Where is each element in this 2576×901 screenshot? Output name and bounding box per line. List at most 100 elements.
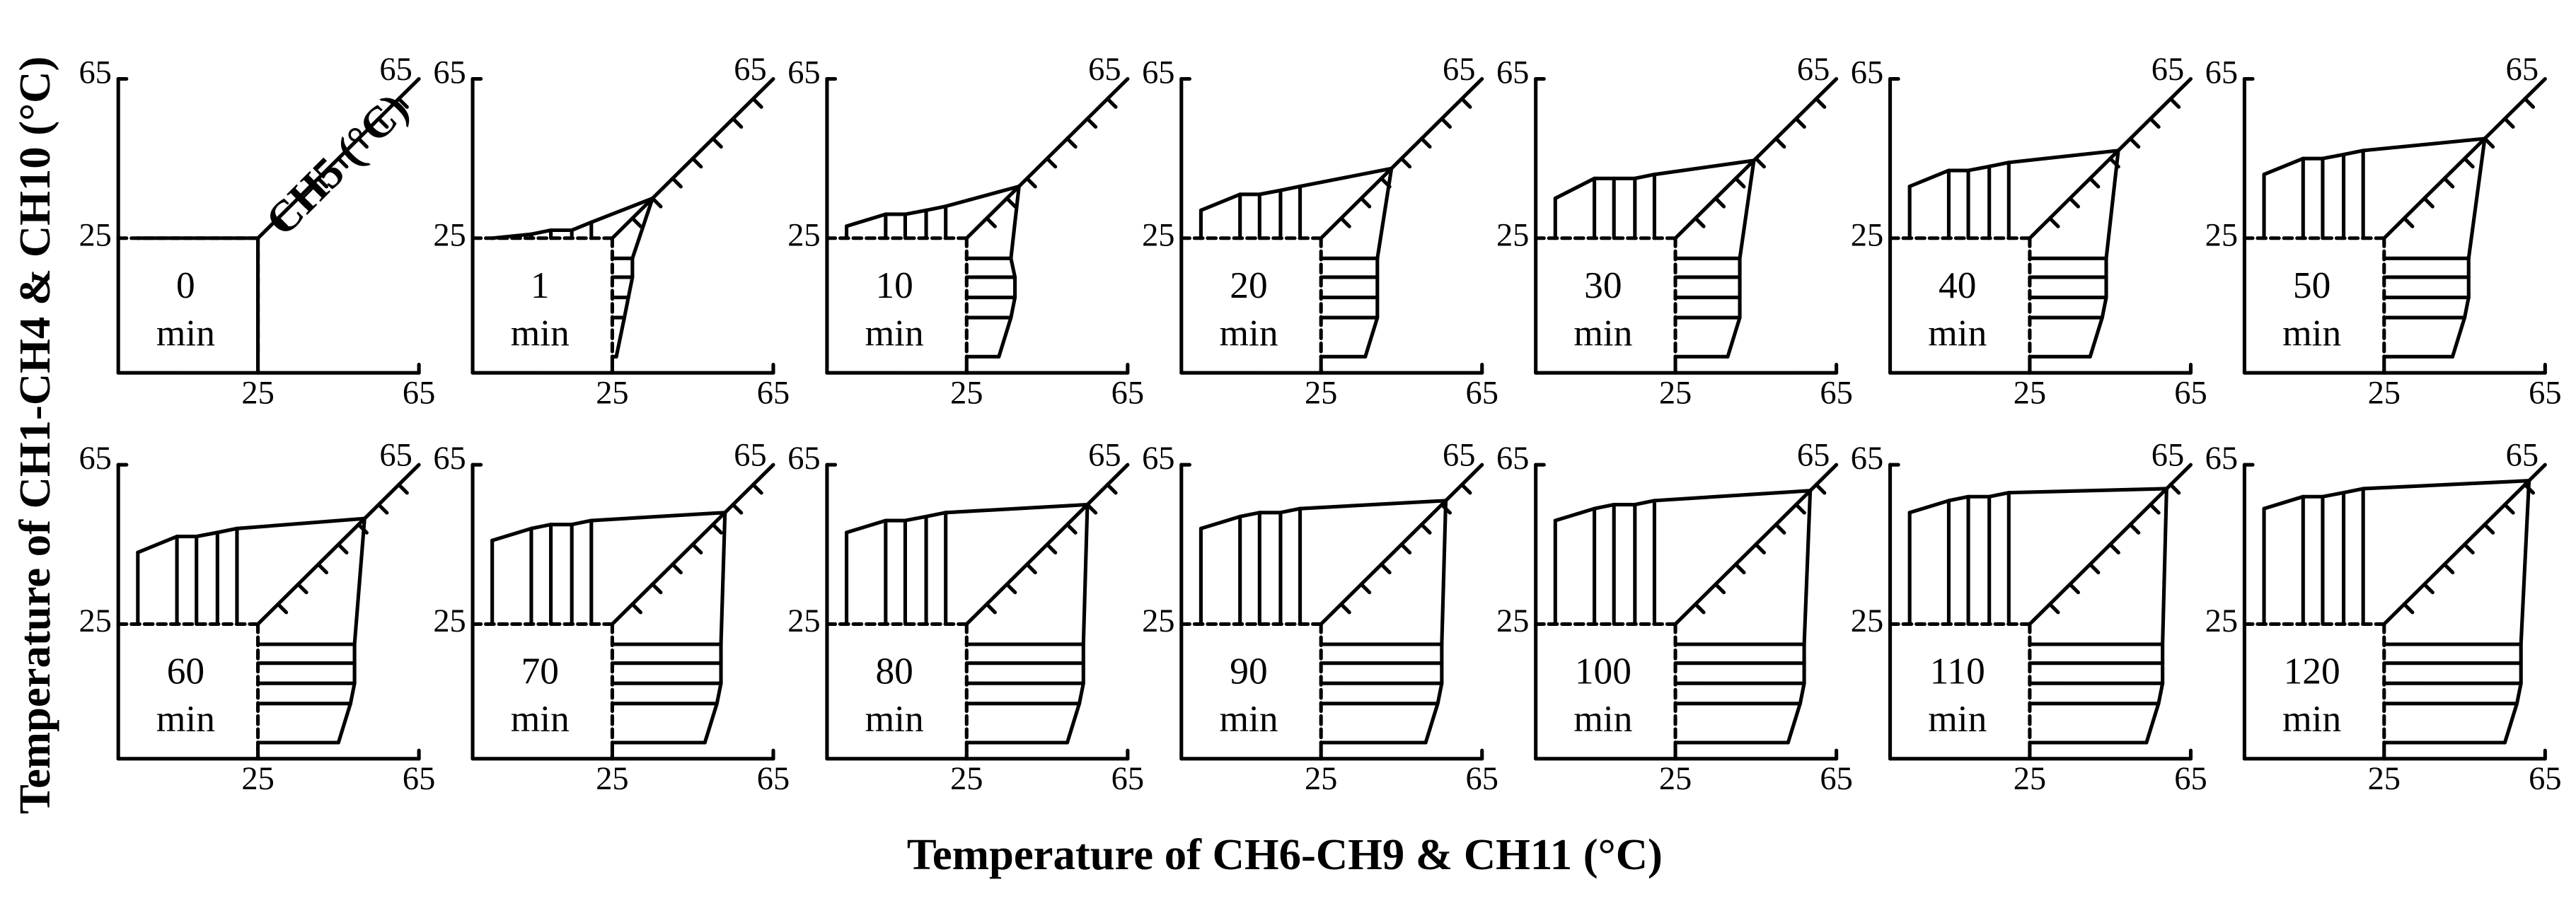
diag-tick	[1814, 482, 1827, 495]
top-outline	[136, 516, 366, 554]
diag-tick-label: 65	[1443, 52, 1475, 88]
x-tick-label: 25	[241, 375, 274, 411]
bottom-outline	[614, 196, 654, 359]
diag-tick	[1339, 216, 1351, 228]
bottom-outline	[2502, 479, 2531, 745]
time-label: 40	[1939, 264, 1976, 306]
diag-tick	[2483, 523, 2495, 535]
bottom-outline	[2144, 487, 2168, 745]
diag-tick	[751, 97, 763, 109]
diag-tick	[751, 482, 763, 495]
top-outline	[490, 196, 654, 240]
top-outline	[1907, 149, 2120, 189]
bottom-outline	[703, 511, 727, 745]
top-outline	[2262, 136, 2487, 177]
time-unit: min	[1219, 311, 1278, 354]
panel: 65 25 25 65 65 60 min	[79, 438, 435, 797]
diag-tick	[1714, 582, 1726, 595]
diag-tick	[1105, 482, 1118, 495]
diag-tick	[1774, 523, 1786, 535]
bottom-outline	[336, 516, 366, 745]
diag-tick	[731, 502, 744, 515]
diag-tick	[2168, 482, 2181, 495]
diag-tick-label: 65	[734, 52, 766, 88]
time-label: 30	[1584, 264, 1622, 306]
x-tick-label: 65	[2529, 375, 2561, 411]
bottom-outline	[1786, 489, 1813, 745]
diag-tick	[2442, 176, 2455, 189]
diag-tick	[2463, 156, 2475, 169]
diag-tick	[1005, 196, 1017, 209]
x-tick-label: 65	[757, 375, 790, 411]
y-tick-label: 25	[1851, 217, 1883, 253]
bottom-outline	[2450, 136, 2487, 359]
panel: 65 25 25 65 65 120 min	[2205, 438, 2562, 797]
y-tick-label: 65	[1142, 441, 1174, 477]
y-tick-label: 65	[787, 441, 820, 477]
panel: 65 25 25 65 65 80 min	[787, 438, 1144, 797]
x-tick-label: 65	[1820, 761, 1852, 797]
x-tick-label: 65	[403, 375, 435, 411]
x-tick-label: 25	[596, 761, 628, 797]
diag-tick	[1794, 117, 1806, 129]
time-label: 70	[521, 650, 559, 692]
diag-tick	[2149, 117, 2161, 129]
diag-tick	[1460, 97, 1472, 109]
x-tick-label: 65	[1111, 761, 1144, 797]
y-tick-label: 25	[2205, 217, 2238, 253]
time-unit: min	[511, 311, 570, 354]
time-unit: min	[1928, 311, 1987, 354]
diag-tick	[1440, 117, 1452, 129]
diag-tick	[1065, 136, 1078, 149]
diag-tick	[671, 176, 683, 189]
y-tick-label: 65	[787, 55, 820, 91]
bottom-outline	[2088, 149, 2120, 359]
diag-tick-label: 65	[734, 438, 766, 474]
diag-tick	[1693, 216, 1706, 228]
y-tick-label: 65	[1142, 55, 1174, 91]
time-unit: min	[1219, 697, 1278, 740]
bottom-outline	[1726, 158, 1756, 359]
y-tick-label: 25	[433, 217, 466, 253]
time-unit: min	[2282, 311, 2341, 354]
diag-tick	[1733, 562, 1746, 575]
panel: 65 25 25 65 65 20 min	[1142, 52, 1498, 411]
time-unit: min	[511, 697, 570, 740]
time-label: 110	[1930, 650, 1985, 692]
diag-tick	[2047, 216, 2060, 228]
diag-tick	[1005, 582, 1017, 595]
diag-tick	[397, 482, 409, 495]
diag-tick	[671, 562, 683, 575]
y-tick-label: 25	[79, 603, 111, 639]
panel: 65 25 25 65 65 10 min	[787, 52, 1144, 411]
diag-tick	[1065, 523, 1078, 535]
time-label: 120	[2284, 650, 2340, 692]
diag-tick	[2149, 502, 2161, 515]
top-outline	[845, 184, 1021, 228]
time-unit: min	[1928, 697, 1987, 740]
diag-tick	[2422, 196, 2435, 209]
diag-tick	[711, 523, 723, 535]
diag-tick-label: 65	[1088, 438, 1121, 474]
diag-tick	[1399, 156, 1412, 169]
time-label: 80	[875, 650, 913, 692]
panel: 65 25 25 65 65 100 min	[1496, 438, 1853, 797]
y-tick-label: 25	[1851, 603, 1883, 639]
diag-tick	[2128, 523, 2141, 535]
diag-tick-label: 65	[379, 438, 412, 474]
diag-tick	[1754, 542, 1766, 554]
diag-tick	[2068, 196, 2080, 209]
x-tick-label: 25	[1305, 761, 1337, 797]
panel: 65 25 25 65 65 30 min	[1496, 52, 1853, 411]
diag-tick	[985, 216, 997, 228]
diag-tick	[1105, 97, 1118, 109]
diag-tick	[2442, 562, 2455, 575]
y-tick-label: 65	[1851, 441, 1883, 477]
diag-tick-label: 65	[2506, 438, 2539, 474]
diag-tick-label: 65	[1797, 438, 1830, 474]
diag-tick	[2168, 97, 2181, 109]
diag-tick	[2088, 562, 2101, 575]
diag-tick	[296, 196, 308, 209]
diag-tick	[630, 216, 643, 228]
